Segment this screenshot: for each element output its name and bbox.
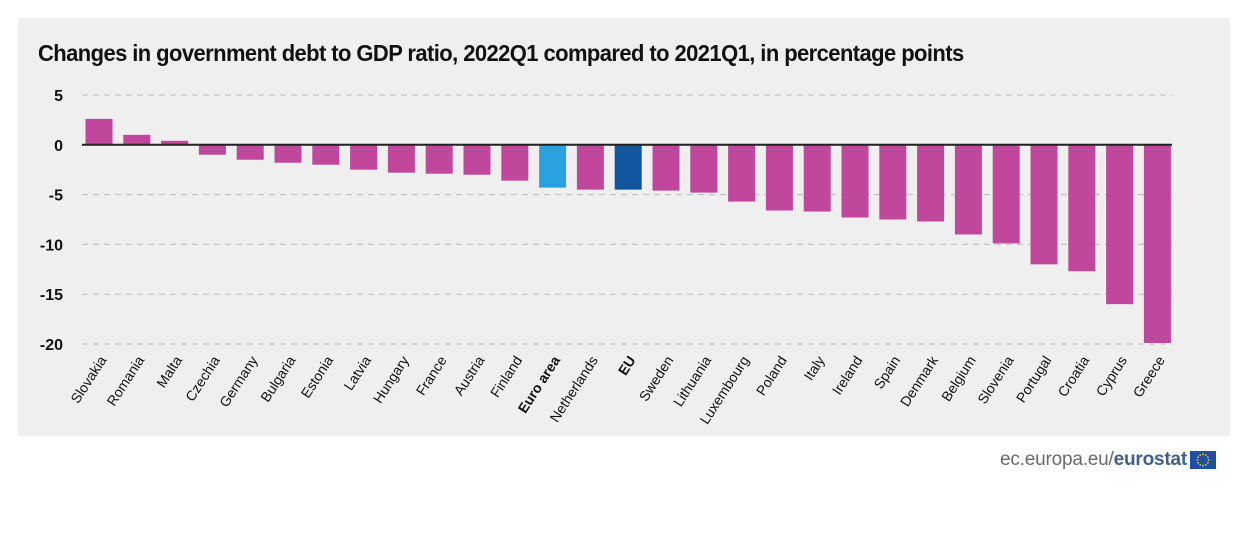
gridlines <box>82 94 1172 345</box>
x-tick-label: Austria <box>450 353 487 398</box>
bar-hungary <box>387 144 415 173</box>
x-tick-label: Spain <box>870 353 903 392</box>
x-tick-label: Czechia <box>182 353 223 404</box>
x-tick-label: Estonia <box>297 353 336 401</box>
flag-star <box>1207 459 1210 461</box>
x-tick-label: Malta <box>153 353 185 391</box>
bar-eu <box>614 144 642 190</box>
x-tick-label: Slovakia <box>67 353 109 406</box>
flag-star <box>1206 461 1209 464</box>
flag-star <box>1202 464 1204 467</box>
x-tick-label: Ireland <box>829 353 866 398</box>
bar-croatia <box>1068 144 1096 272</box>
x-tick-label: Belgium <box>938 353 979 404</box>
bar-lithuania <box>690 144 718 193</box>
flag-star <box>1197 461 1200 464</box>
bar-estonia <box>312 144 340 165</box>
flag-star <box>1196 459 1199 461</box>
x-tick-label: Croatia <box>1054 353 1092 400</box>
x-tick-label: Denmark <box>897 352 942 409</box>
bar-netherlands <box>576 144 604 190</box>
flag-star <box>1206 456 1209 459</box>
bar-austria <box>463 144 491 175</box>
flag-field <box>1190 451 1216 469</box>
eu-flag-icon <box>1190 451 1216 469</box>
x-tick-label: Latvia <box>340 353 374 393</box>
bar-cyprus <box>1106 144 1134 305</box>
bar-france <box>425 144 453 174</box>
y-tick-label: -20 <box>40 337 63 354</box>
chart-panel <box>18 18 1230 436</box>
x-tick-label: Finland <box>487 353 525 400</box>
x-tick-label: Slovenia <box>974 353 1017 407</box>
bar-sweden <box>652 144 680 191</box>
bar-euro-area <box>539 144 567 188</box>
y-tick-label: -15 <box>40 287 63 304</box>
bars <box>85 118 1171 344</box>
bar-czechia <box>198 144 226 155</box>
bar-slovakia <box>85 118 113 145</box>
x-tick-label: Sweden <box>636 353 677 404</box>
x-tick-label: Greece <box>1129 353 1168 400</box>
flag-star <box>1199 463 1202 466</box>
bar-romania <box>123 134 151 145</box>
y-tick-labels: 5 0 -5 -10 -15 -20 <box>40 88 63 354</box>
flag-star <box>1197 456 1200 459</box>
flag-star <box>1202 453 1204 456</box>
x-tick-label: France <box>413 353 450 398</box>
bar-slovenia <box>992 144 1020 244</box>
x-tick-label: Poland <box>753 353 790 398</box>
bar-latvia <box>350 144 378 170</box>
flag-star <box>1204 454 1207 457</box>
bar-italy <box>803 144 831 212</box>
source-footer: ec.europa.eu/eurostat <box>1000 449 1216 471</box>
y-tick-label: 5 <box>54 88 63 105</box>
x-tick-label: Cyprus <box>1093 353 1131 399</box>
source-brand: eurostat <box>1113 449 1188 470</box>
bar-spain <box>879 144 907 220</box>
bar-poland <box>765 144 793 211</box>
bar-belgium <box>954 144 982 235</box>
bar-portugal <box>1030 144 1058 265</box>
bar-greece <box>1143 144 1171 344</box>
bar-malta <box>161 140 189 145</box>
bar-bulgaria <box>274 144 302 163</box>
flag-star <box>1204 463 1207 466</box>
x-tick-label: Romania <box>103 353 147 409</box>
y-tick-label: -10 <box>40 237 63 254</box>
bar-ireland <box>841 144 869 218</box>
chart-title: Changes in government debt to GDP ratio,… <box>38 40 964 66</box>
bar-finland <box>501 144 529 181</box>
bar-germany <box>236 144 264 160</box>
y-tick-label: 0 <box>54 138 63 155</box>
x-tick-label: Portugal <box>1013 353 1055 405</box>
x-tick-label: Hungary <box>370 353 412 406</box>
bar-denmark <box>917 144 945 222</box>
x-tick-label: EU <box>615 353 639 378</box>
x-tick-label: Bulgaria <box>257 353 299 405</box>
bar-luxembourg <box>728 144 756 202</box>
source-prefix: ec.europa.eu/ <box>1000 449 1114 470</box>
x-tick-label: Italy <box>800 353 827 383</box>
flag-star <box>1199 454 1202 457</box>
y-tick-label: -5 <box>49 188 63 205</box>
